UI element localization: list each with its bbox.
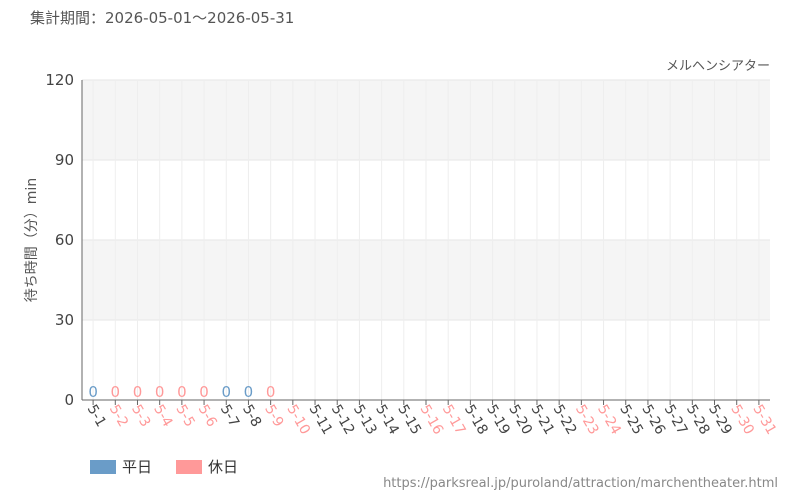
source-url: https://parksreal.jp/puroland/attraction… bbox=[383, 476, 778, 491]
x-tick-label: 5-9 bbox=[261, 402, 286, 430]
x-tick-label: 5-4 bbox=[150, 402, 175, 430]
y-tick-label: 0 bbox=[64, 391, 74, 409]
y-tick-label: 60 bbox=[55, 231, 74, 249]
data-label: 0 bbox=[221, 383, 231, 401]
data-label: 0 bbox=[244, 383, 254, 401]
x-tick-label: 5-31 bbox=[749, 402, 779, 438]
x-tick-label: 5-5 bbox=[172, 402, 197, 430]
legend-swatch bbox=[90, 460, 116, 474]
data-label: 0 bbox=[199, 383, 209, 401]
chart-title: 集計期間：2026-05-01～2026-05-31 bbox=[30, 9, 294, 27]
y-tick-label: 30 bbox=[55, 311, 74, 329]
x-tick-label: 5-8 bbox=[239, 402, 264, 430]
x-tick-label: 5-3 bbox=[128, 402, 153, 430]
x-tick-label: 5-6 bbox=[195, 402, 220, 430]
data-label: 0 bbox=[88, 383, 98, 401]
y-tick-label: 120 bbox=[45, 71, 74, 89]
x-tick-label: 5-2 bbox=[106, 402, 131, 430]
data-label: 0 bbox=[155, 383, 165, 401]
x-tick-label: 5-7 bbox=[217, 402, 242, 430]
y-axis-label: 待ち時間（分）min bbox=[24, 178, 40, 302]
data-label: 0 bbox=[133, 383, 143, 401]
x-tick-label: 5-1 bbox=[84, 402, 109, 430]
data-label: 0 bbox=[111, 383, 121, 401]
chart-subtitle: メルヘンシアター bbox=[666, 59, 770, 74]
legend-swatch bbox=[176, 460, 202, 474]
legend-label: 休日 bbox=[208, 458, 238, 476]
legend-label: 平日 bbox=[122, 458, 152, 476]
y-tick-label: 90 bbox=[55, 151, 74, 169]
data-label: 0 bbox=[266, 383, 276, 401]
data-label: 0 bbox=[177, 383, 187, 401]
